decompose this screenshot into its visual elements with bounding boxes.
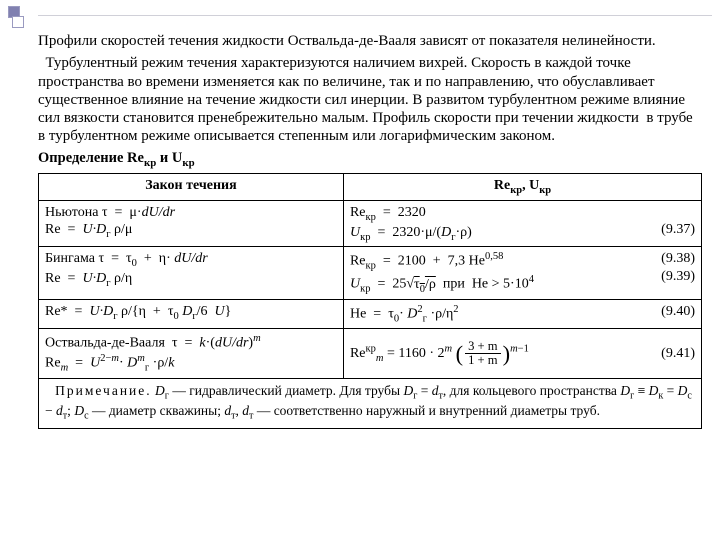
row-bingham: Бингама τ = τ0 + η· dU/dr Re = U·Dг ρ/η … [39, 247, 702, 299]
row-restar: Re* = U·Dг ρ/{η + τ0 Dг/6 U} He = τ0· D2… [39, 299, 702, 329]
decorative-header [0, 0, 720, 28]
row-ostwald: Оствальда-де-Вааля τ = k·(dU/dr)m Rem = … [39, 329, 702, 379]
flow-laws-table: Закон течения Reкр, Uкр Ньютона τ = μ·dU… [38, 173, 702, 379]
table-footnote: Примечание. Dг — гидравлический диаметр.… [38, 379, 702, 429]
th-law: Закон течения [39, 173, 344, 200]
page-content: Профили скоростей течения жидкости Оства… [0, 28, 720, 429]
paragraph-1: Профили скоростей течения жидкости Оства… [38, 32, 702, 50]
row-newton: Ньютона τ = μ·dU/dr Re = U·Dг ρ/μ Reкр =… [39, 200, 702, 247]
th-values: Reкр, Uкр [343, 173, 701, 200]
paragraph-2: Турбулентный режим течения характеризуют… [38, 54, 702, 145]
table-heading: Определение Reкр и Uкр [38, 150, 702, 169]
